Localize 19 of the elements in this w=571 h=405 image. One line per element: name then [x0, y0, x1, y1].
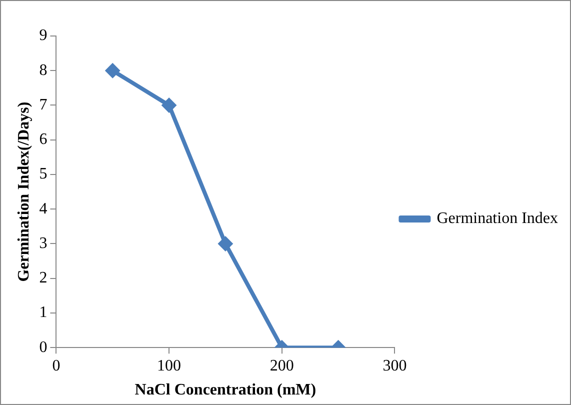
y-tick-label: 3	[39, 234, 48, 252]
y-tick-label: 2	[39, 270, 48, 287]
point	[105, 63, 120, 78]
x-axis-title: NaCl Concentration (mM)	[134, 382, 316, 399]
x-tick-label: 0	[52, 357, 60, 374]
y-tick-label: 8	[39, 62, 48, 79]
y-tick-label: 7	[39, 96, 48, 114]
y-tick-label: 5	[39, 166, 48, 183]
x-tick-label: 200	[270, 357, 294, 374]
legend-label: Germination Index	[436, 210, 558, 228]
y-axis-title: Germination Index(/Days)	[16, 102, 33, 282]
point	[162, 98, 177, 113]
x-tick-label: 300	[382, 357, 407, 374]
y-tick-label: 0	[39, 338, 48, 356]
y-tick-label: 9	[39, 27, 48, 44]
y-tick-label: 4	[39, 200, 48, 218]
x-tick-label: 100	[157, 357, 182, 374]
y-tick-label: 1	[39, 304, 48, 322]
y-tick-label: 6	[39, 131, 48, 148]
